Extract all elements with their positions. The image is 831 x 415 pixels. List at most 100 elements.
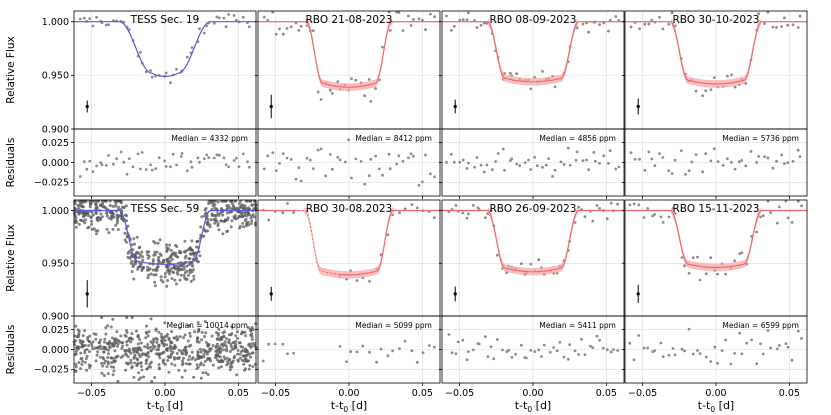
flux-data-point bbox=[151, 268, 155, 272]
residual-data-point bbox=[164, 165, 168, 168]
flux-data-point bbox=[168, 268, 172, 272]
residual-data-point bbox=[110, 336, 114, 340]
residual-data-point bbox=[181, 352, 185, 356]
residual-data-point bbox=[367, 174, 371, 178]
residual-data-point bbox=[136, 346, 140, 350]
residual-data-point bbox=[140, 151, 144, 154]
residual-data-point bbox=[175, 356, 179, 360]
residual-data-point bbox=[91, 347, 95, 351]
flux-data-point bbox=[286, 202, 289, 205]
residual-data-point bbox=[369, 157, 373, 161]
flux-data-point bbox=[698, 278, 702, 282]
flux-data-point bbox=[192, 274, 196, 278]
flux-data-point bbox=[244, 217, 248, 221]
residual-data-point bbox=[235, 330, 239, 334]
residual-data-point bbox=[683, 349, 686, 353]
flux-data-point bbox=[285, 27, 289, 30]
flux-data-point bbox=[670, 11, 674, 15]
residual-data-point bbox=[95, 353, 99, 357]
residual-data-point bbox=[580, 337, 583, 341]
flux-data-point bbox=[410, 203, 414, 207]
residual-data-point bbox=[129, 358, 133, 362]
residual-data-point bbox=[433, 345, 436, 349]
residual-data-point bbox=[106, 348, 110, 352]
residual-data-point bbox=[239, 332, 243, 336]
residual-data-point bbox=[575, 150, 579, 154]
residual-data-point bbox=[225, 337, 228, 341]
typical-error-point bbox=[453, 292, 457, 296]
residual-data-point bbox=[120, 347, 124, 350]
residual-data-point bbox=[583, 353, 587, 356]
flux-data-point bbox=[78, 17, 82, 21]
residual-data-point bbox=[109, 325, 113, 329]
residual-data-point bbox=[219, 365, 223, 369]
residual-data-point bbox=[566, 357, 570, 361]
flux-y-tick-label: 0.900 bbox=[42, 311, 69, 322]
flux-data-point bbox=[646, 207, 649, 210]
residual-data-point bbox=[83, 351, 87, 355]
residual-data-point bbox=[206, 373, 210, 376]
flux-data-point bbox=[107, 216, 111, 220]
residual-data-point bbox=[737, 160, 741, 164]
residual-data-point bbox=[225, 356, 229, 360]
flux-data-point bbox=[237, 202, 241, 206]
residual-data-point bbox=[163, 339, 167, 342]
residual-data-point bbox=[94, 332, 98, 336]
flux-data-point bbox=[198, 254, 202, 258]
x-axis-label-units: [d] bbox=[348, 399, 367, 412]
median-annotation: Median = 8412 ppm bbox=[355, 134, 432, 143]
residual-data-point bbox=[229, 345, 233, 349]
flux-data-point bbox=[694, 89, 698, 93]
residual-data-point bbox=[119, 356, 123, 359]
residual-data-point bbox=[236, 336, 240, 340]
flux-data-point bbox=[170, 277, 174, 280]
residual-data-point bbox=[658, 152, 661, 156]
flux-data-point bbox=[786, 216, 790, 220]
residual-data-point bbox=[200, 330, 204, 334]
residual-data-point bbox=[104, 164, 108, 167]
median-prefix: Median = bbox=[722, 134, 760, 143]
residual-data-point bbox=[398, 347, 401, 350]
residual-data-point bbox=[106, 324, 110, 328]
flux-data-point bbox=[217, 16, 221, 20]
residual-data-point bbox=[520, 343, 523, 347]
flux-data-point bbox=[99, 204, 103, 208]
residual-data-point bbox=[79, 367, 82, 371]
residual-data-point bbox=[101, 356, 105, 360]
flux-data-point bbox=[89, 202, 93, 205]
residual-data-point bbox=[145, 345, 149, 349]
residual-data-point bbox=[780, 153, 783, 157]
residual-data-point bbox=[88, 366, 92, 370]
flux-data-point bbox=[467, 11, 470, 15]
residual-data-point bbox=[119, 150, 123, 154]
flux-data-point bbox=[616, 202, 619, 206]
residual-data-point bbox=[165, 349, 169, 352]
residual-data-point bbox=[90, 342, 93, 346]
residual-data-point bbox=[162, 358, 165, 362]
residual-data-point bbox=[289, 158, 293, 161]
residual-data-point bbox=[108, 339, 112, 343]
residual-data-point bbox=[181, 361, 185, 365]
residual-data-point bbox=[574, 158, 578, 162]
flux-data-point bbox=[368, 280, 371, 283]
flux-data-point bbox=[771, 25, 775, 29]
residual-data-point bbox=[145, 324, 148, 328]
residual-data-point bbox=[227, 165, 231, 169]
flux-data-point bbox=[179, 267, 183, 271]
residual-data-point bbox=[219, 343, 223, 347]
residual-data-point bbox=[482, 170, 486, 174]
residual-data-point bbox=[88, 159, 92, 163]
residual-data-point bbox=[553, 168, 557, 172]
residual-data-point bbox=[558, 340, 562, 344]
panel-1: 1.000 0.950 0.900 0.025 0.000 −0.025 TESS Sec.… bbox=[34, 10, 257, 199]
flux-data-point bbox=[130, 259, 134, 263]
x-axis-label-units: [d] bbox=[532, 399, 551, 412]
median-annotation: Median = 10014 ppm bbox=[167, 321, 248, 330]
residual-data-point bbox=[230, 325, 234, 329]
residual-data-point bbox=[234, 334, 238, 338]
residual-data-point bbox=[101, 364, 105, 368]
flux-data-point bbox=[149, 69, 153, 72]
flux-data-point bbox=[355, 279, 359, 282]
residual-data-point bbox=[180, 152, 184, 155]
panel-title: RBO 21-08-2023 bbox=[306, 14, 393, 26]
